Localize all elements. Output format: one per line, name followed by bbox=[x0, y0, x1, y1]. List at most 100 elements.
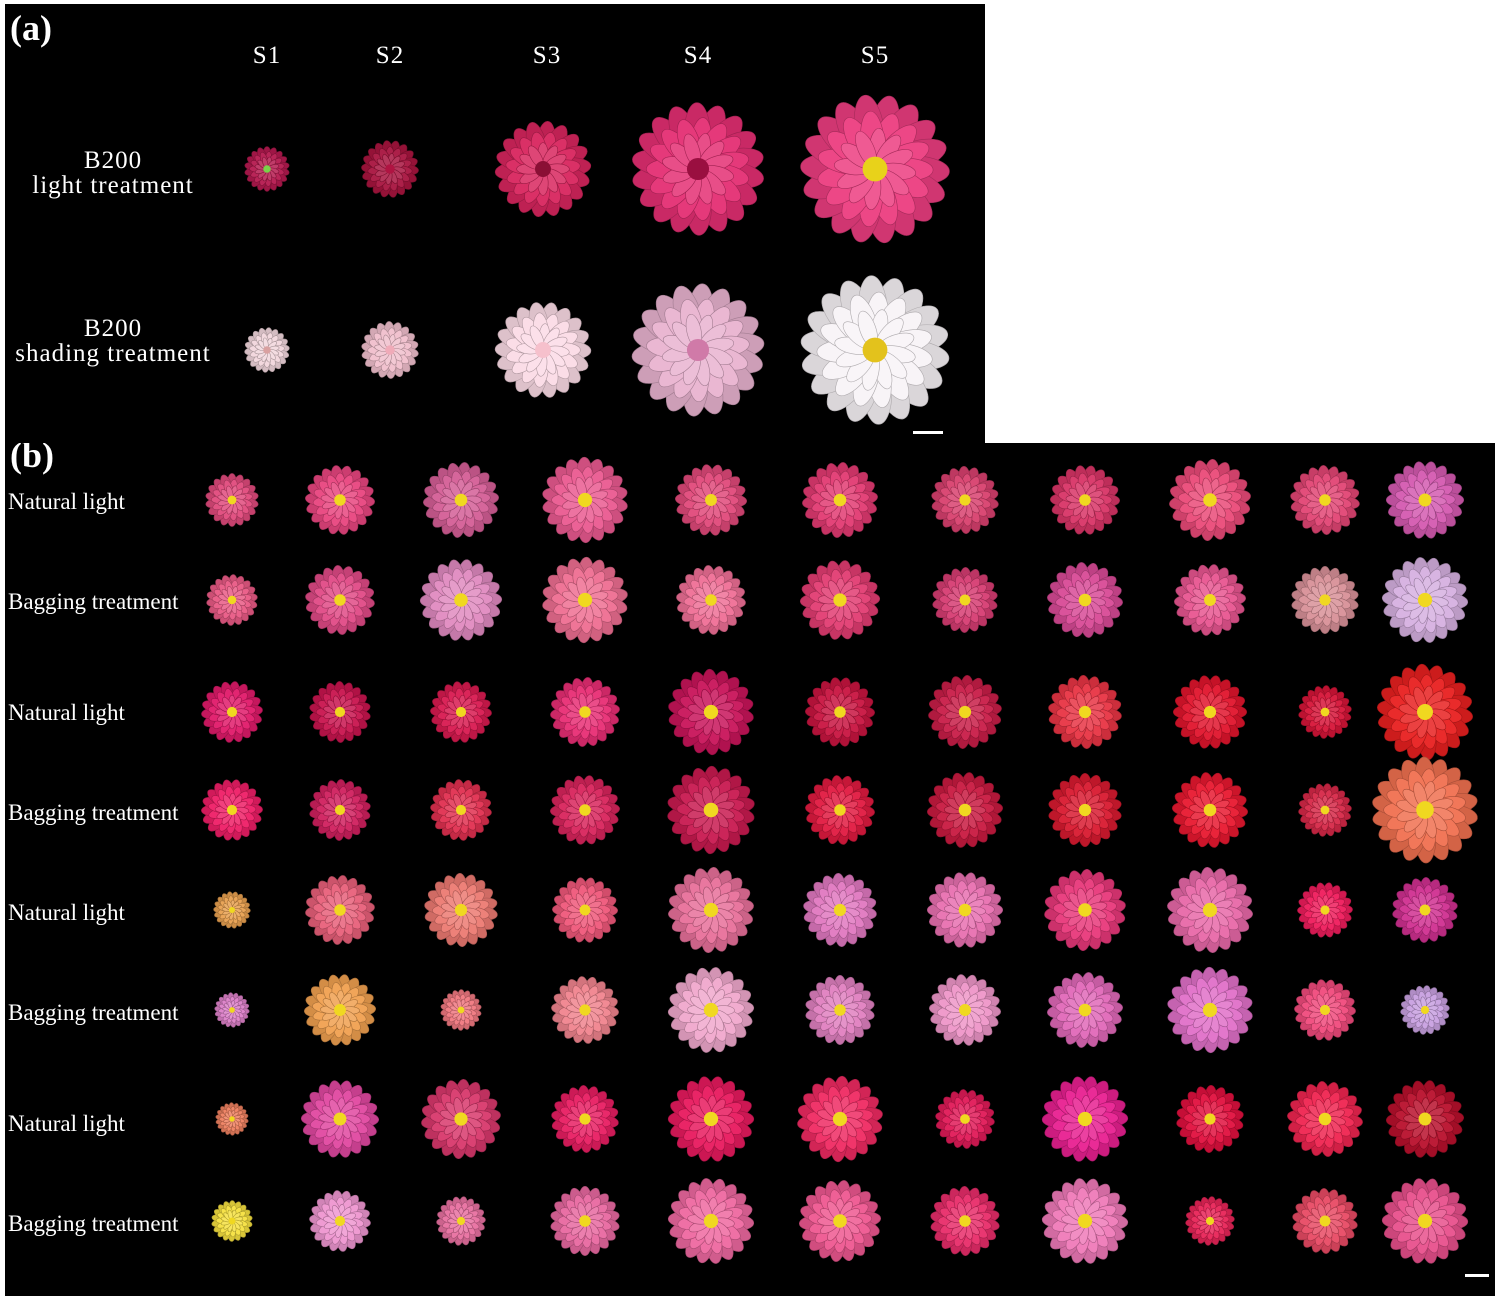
stage-label-s1: S1 bbox=[252, 42, 282, 69]
flower-light-s5 bbox=[800, 94, 950, 244]
flower-row8-col5 bbox=[667, 1178, 755, 1264]
flower-row3-col8 bbox=[1048, 675, 1122, 749]
flower-shading-s5 bbox=[800, 275, 950, 425]
stage-label-s3: S3 bbox=[532, 42, 562, 69]
flower-row5-col7 bbox=[926, 872, 1004, 948]
flower-row5-col11 bbox=[1392, 877, 1458, 943]
row-label-shading-treatment: B200 shading treatment bbox=[15, 316, 210, 366]
flower-row7-col4 bbox=[551, 1085, 619, 1153]
flower-row1-col11 bbox=[1385, 461, 1465, 539]
flower-row5-col4 bbox=[552, 877, 618, 943]
flower-shading-s1 bbox=[244, 327, 290, 373]
flower-row4-col2 bbox=[309, 779, 371, 841]
flower-row6-col9 bbox=[1167, 966, 1253, 1054]
flower-row3-col3 bbox=[430, 681, 492, 743]
flower-row6-col3 bbox=[440, 989, 482, 1031]
row-label-6: Bagging treatment bbox=[8, 1000, 179, 1025]
flower-row5-col6 bbox=[803, 873, 877, 947]
flower-row7-col11 bbox=[1385, 1080, 1465, 1158]
row-label-4: Bagging treatment bbox=[8, 800, 179, 825]
flower-row2-col2 bbox=[305, 565, 375, 635]
flower-row1-col5 bbox=[675, 464, 747, 536]
panel-a: (a) S1 S2 S3 S4 S5 B200 light treatment … bbox=[5, 4, 985, 445]
flower-row2-col5 bbox=[676, 565, 746, 635]
stage-label-s2: S2 bbox=[375, 42, 405, 69]
panel-b: (b) Natural light Bagging treatment Natu… bbox=[5, 443, 1495, 1296]
row-label-2: Bagging treatment bbox=[8, 589, 179, 614]
row-label-line2: shading treatment bbox=[15, 340, 211, 367]
flower-light-s2 bbox=[361, 140, 419, 198]
flower-row3-col7 bbox=[928, 675, 1002, 749]
flower-row3-col5 bbox=[668, 668, 754, 756]
flower-row8-col6 bbox=[798, 1180, 882, 1262]
flower-light-s1 bbox=[244, 146, 290, 192]
flower-row2-col7 bbox=[932, 567, 998, 633]
flower-row7-col6 bbox=[797, 1075, 883, 1163]
flower-row4-col11 bbox=[1372, 756, 1478, 864]
row-label-light-treatment: B200 light treatment bbox=[32, 148, 193, 198]
flower-row7-col1 bbox=[215, 1102, 249, 1136]
flower-row4-col6 bbox=[805, 775, 875, 845]
flower-light-s3 bbox=[494, 121, 592, 217]
flower-row4-col9 bbox=[1172, 772, 1248, 848]
flower-row5-col1 bbox=[213, 891, 251, 929]
row-label-3: Natural light bbox=[8, 700, 125, 725]
flower-row7-col8 bbox=[1041, 1076, 1129, 1162]
row-label-5: Natural light bbox=[8, 900, 125, 925]
flower-row6-col6 bbox=[805, 975, 875, 1045]
row-label-7: Natural light bbox=[8, 1111, 125, 1136]
flower-row8-col7 bbox=[930, 1186, 1000, 1256]
flower-row2-col9 bbox=[1174, 564, 1246, 636]
flower-row2-col10 bbox=[1291, 566, 1359, 634]
flower-row8-col3 bbox=[436, 1196, 486, 1246]
flower-row3-col11 bbox=[1377, 663, 1473, 761]
flower-row7-col5 bbox=[667, 1076, 755, 1162]
flower-row4-col10 bbox=[1298, 783, 1352, 837]
flower-shading-s4 bbox=[631, 283, 765, 417]
flower-row2-col8 bbox=[1047, 562, 1123, 638]
flower-row6-col1 bbox=[214, 992, 250, 1028]
stage-label-s5: S5 bbox=[860, 42, 890, 69]
flower-row7-col7 bbox=[935, 1089, 995, 1149]
flower-row3-col2 bbox=[309, 681, 371, 743]
row-label-line1: B200 bbox=[83, 147, 143, 174]
flower-row6-col11 bbox=[1400, 985, 1450, 1035]
flower-row5-col2 bbox=[305, 875, 375, 945]
flower-row7-col2 bbox=[300, 1080, 380, 1158]
flower-row4-col1 bbox=[201, 779, 263, 841]
flower-row2-col3 bbox=[419, 559, 503, 641]
flower-row8-col2 bbox=[309, 1190, 371, 1252]
flower-row6-col5 bbox=[667, 967, 755, 1053]
flower-row8-col10 bbox=[1292, 1188, 1358, 1254]
flower-row5-col3 bbox=[424, 873, 498, 947]
flower-row2-col1 bbox=[206, 574, 258, 626]
flower-row8-col11 bbox=[1381, 1178, 1469, 1264]
stage-label-s4: S4 bbox=[683, 42, 713, 69]
flower-shading-s2 bbox=[361, 321, 419, 379]
flower-row1-col7 bbox=[931, 466, 999, 534]
flower-row4-col4 bbox=[550, 775, 620, 845]
flower-row1-col8 bbox=[1050, 465, 1120, 535]
flower-row3-col6 bbox=[805, 677, 875, 747]
flower-row1-col6 bbox=[802, 462, 878, 538]
row-label-line2: light treatment bbox=[32, 172, 194, 199]
flower-row3-col9 bbox=[1172, 675, 1248, 749]
flower-row2-col4 bbox=[542, 556, 628, 644]
flower-row1-col9 bbox=[1169, 458, 1251, 542]
flower-row2-col6 bbox=[799, 560, 881, 640]
flower-row6-col10 bbox=[1294, 979, 1356, 1041]
flower-row4-col7 bbox=[927, 772, 1003, 848]
flower-row5-col10 bbox=[1297, 882, 1353, 938]
row-label-line1: B200 bbox=[83, 315, 143, 342]
flower-row7-col9 bbox=[1176, 1085, 1244, 1153]
panel-a-label: (a) bbox=[10, 8, 52, 48]
flower-row1-col2 bbox=[305, 465, 375, 535]
flower-row1-col4 bbox=[542, 456, 628, 544]
scale-bar bbox=[913, 431, 943, 434]
flower-row6-col2 bbox=[304, 974, 376, 1046]
flower-row4-col5 bbox=[667, 765, 755, 855]
panel-b-label: (b) bbox=[10, 443, 54, 475]
flower-row7-col10 bbox=[1287, 1081, 1363, 1157]
flower-row8-col8 bbox=[1041, 1178, 1129, 1264]
flower-row3-col10 bbox=[1298, 685, 1352, 739]
